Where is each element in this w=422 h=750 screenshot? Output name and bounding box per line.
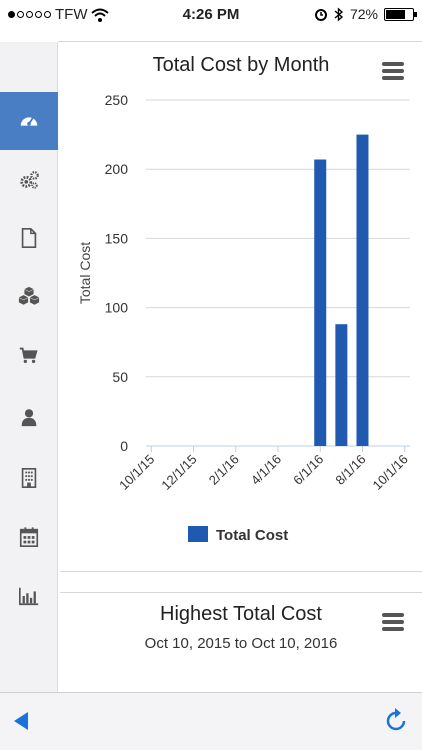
person-icon [21,409,37,427]
sidebar-item-calendar[interactable] [0,508,58,566]
card-divider [60,571,422,572]
carrier-info: TFW [8,6,110,23]
hamburger-menu-icon [382,613,404,617]
y-tick-label: 250 [105,92,129,108]
carrier-name: TFW [55,6,88,23]
y-tick-label: 0 [120,438,128,454]
y-tick-label: 150 [105,230,129,246]
status-bar: TFW 4:26 PM 72% [0,0,422,30]
y-tick-label: 50 [112,369,128,385]
battery-icon [384,7,417,21]
status-icons: 72% [314,6,417,22]
bluetooth-icon [334,6,344,22]
x-tick-label: 12/1/15 [158,452,199,493]
summary-card: Highest Total Cost Oct 10, 2015 to Oct 1… [60,593,422,690]
bar [314,159,327,446]
x-tick-label: 10/1/16 [370,452,411,493]
y-tick-label: 100 [105,300,129,316]
sidebar-item-documents[interactable] [0,209,58,267]
sidebar-item-purchasing[interactable] [0,326,58,384]
gears-icon [20,171,39,189]
battery-percent: 72% [349,6,378,22]
header-divider [58,41,422,42]
sidebar [0,42,58,692]
x-tick-label: 6/1/16 [290,452,326,488]
chart-title: Total Cost by Month [152,54,330,76]
y-axis-label: Total Cost [77,242,93,304]
boxes-icon [18,286,40,305]
y-tick-label: 200 [105,161,129,177]
x-tick-label: 10/1/15 [116,452,157,493]
calendar-icon [19,527,39,547]
sidebar-item-buildings[interactable] [0,449,58,507]
sidebar-item-inventory[interactable] [0,267,58,325]
cart-icon [19,347,38,364]
wifi-icon [91,8,110,22]
chart-area: 250 200 150 100 50 0 Total Cost 10/1/15 12/1/15 2… [77,92,411,544]
x-tick-label: 2/1/16 [206,452,242,488]
bar [356,134,369,446]
chart-menu-button[interactable] [382,62,404,80]
hamburger-menu-icon [382,62,404,66]
dashboard-icon [20,117,38,126]
bar-chart-icon [19,587,39,606]
card-divider [60,592,422,593]
clock: 4:26 PM [182,6,240,23]
legend-swatch [188,526,208,542]
summary-menu-button[interactable] [382,613,404,631]
chart-card: Total Cost by Month 250 200 150 100 50 0 Total… [60,42,422,570]
x-tick-label: 4/1/16 [248,452,284,488]
signal-strength-icon [8,11,51,18]
summary-title: Highest Total Cost [160,603,322,625]
building-icon [21,468,37,488]
alarm-icon [314,9,327,21]
refresh-icon[interactable] [382,707,410,735]
document-icon [21,228,37,248]
sidebar-item-settings[interactable] [0,151,58,209]
legend-label: Total Cost [216,527,288,544]
sidebar-item-people[interactable] [0,388,58,446]
back-arrow-icon[interactable] [14,712,28,730]
sidebar-item-dashboard[interactable] [0,92,58,150]
x-tick-label: 8/1/16 [332,452,368,488]
bottom-toolbar [0,692,422,750]
summary-date-range: Oct 10, 2015 to Oct 10, 2016 [144,635,338,652]
sidebar-item-reports[interactable] [0,567,58,625]
bar [335,324,348,446]
